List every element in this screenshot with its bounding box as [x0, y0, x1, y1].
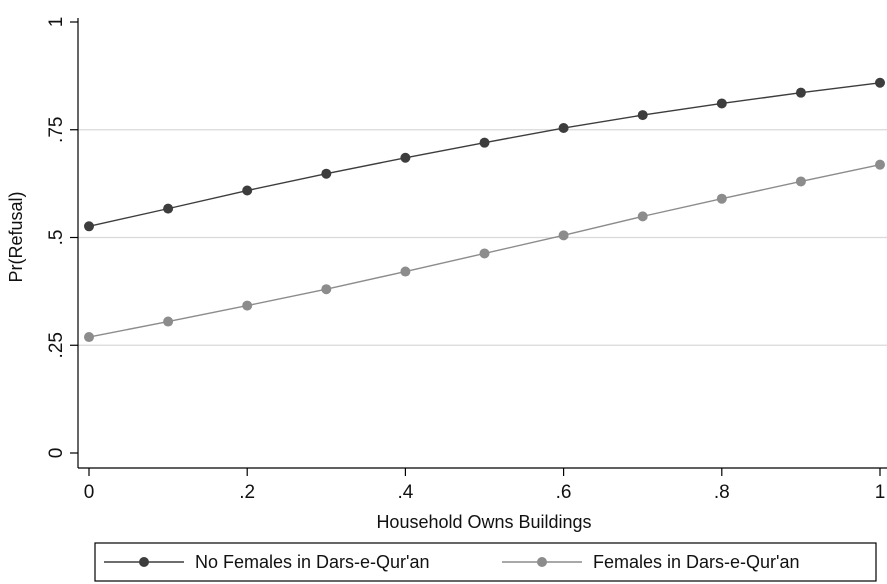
data-point-s1-0: [84, 332, 94, 343]
data-point-s0-0: [84, 221, 94, 232]
data-point-s0-5: [479, 137, 490, 148]
y-tick-label-3: .75: [46, 117, 67, 143]
data-point-s0-4: [400, 152, 411, 163]
data-point-s0-10: [875, 77, 885, 88]
legend-box: [94, 542, 877, 582]
data-point-s0-8: [716, 98, 727, 109]
data-point-s0-6: [558, 123, 569, 134]
series-line-0: [88, 82, 881, 227]
x-tick-label-5: 1: [875, 482, 886, 503]
legend: No Females in Dars-e-Qur'an Females in Da…: [94, 542, 877, 582]
x-axis-ticks: 0 .2 .4 .6 .8 1: [84, 468, 886, 503]
y-tick-label-4: 1: [46, 17, 67, 28]
x-tick-label-3: .6: [556, 482, 572, 503]
data-point-s1-2: [242, 300, 253, 311]
data-point-s1-6: [558, 230, 569, 241]
y-tick-label-2: .5: [46, 230, 67, 246]
data-point-s1-7: [637, 211, 648, 222]
y-axis-title: Pr(Refusal): [6, 191, 26, 282]
legend-label-0: No Females in Dars-e-Qur'an: [195, 552, 430, 572]
data-point-s1-5: [479, 248, 490, 259]
x-tick-label-0: 0: [84, 482, 95, 503]
x-tick-label-4: .8: [714, 482, 730, 503]
data-point-s0-9: [795, 87, 806, 98]
y-axis-ticks: 0 .25 .5 .75 1: [46, 17, 78, 459]
data-point-s1-8: [716, 193, 727, 204]
grid-lines: [78, 129, 887, 346]
data-point-s1-3: [321, 284, 332, 295]
y-tick-label-0: 0: [46, 448, 67, 459]
series-layer: [84, 77, 885, 343]
data-point-s0-7: [637, 110, 648, 121]
legend-marker-0: [139, 557, 149, 567]
data-point-s0-2: [242, 185, 253, 196]
data-point-s1-10: [875, 159, 885, 170]
data-point-s1-1: [163, 316, 174, 327]
data-point-s0-3: [321, 168, 332, 179]
data-point-s1-9: [795, 176, 806, 187]
x-tick-label-2: .4: [397, 482, 413, 503]
legend-label-1: Females in Dars-e-Qur'an: [593, 552, 800, 572]
x-axis-title: Household Owns Buildings: [376, 512, 591, 532]
y-tick-label-1: .25: [46, 332, 67, 358]
legend-marker-1: [537, 557, 547, 567]
x-tick-label-1: .2: [239, 482, 255, 503]
data-point-s1-4: [400, 266, 411, 277]
data-point-s0-1: [163, 203, 174, 214]
